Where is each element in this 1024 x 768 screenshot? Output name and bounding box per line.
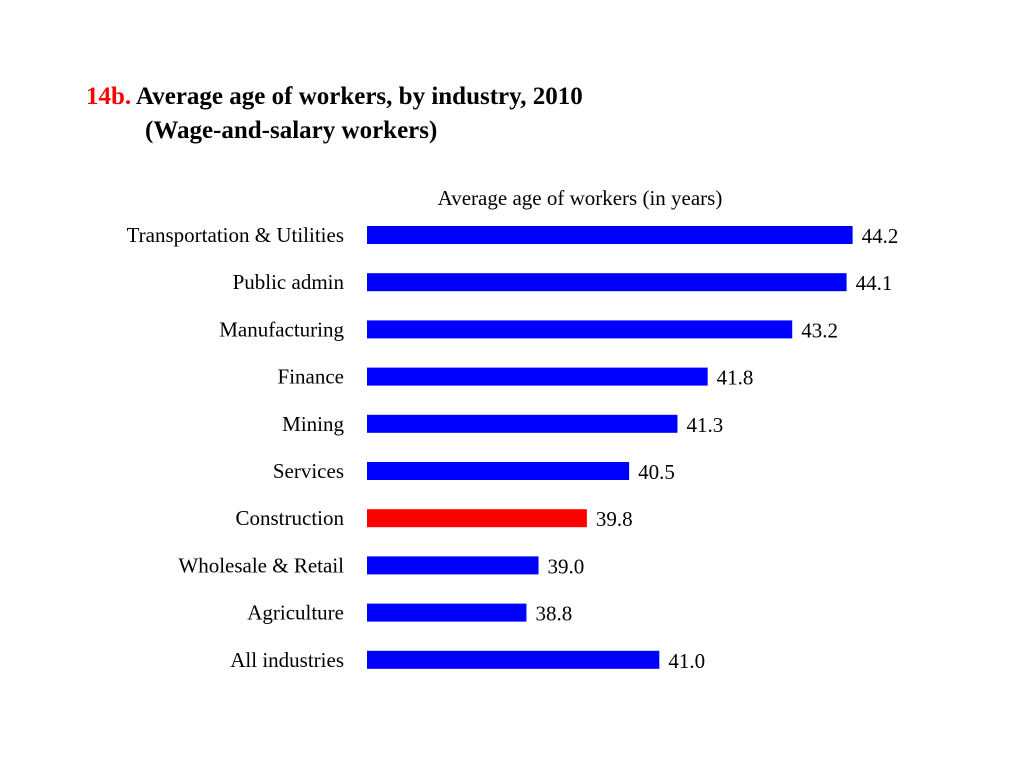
bar: [367, 650, 660, 669]
bar: [367, 320, 793, 339]
value-label: 39.0: [548, 554, 585, 578]
value-label: 43.2: [801, 318, 838, 342]
chart-number: 14b.: [86, 83, 132, 110]
category-label: Public admin: [233, 270, 345, 294]
value-label: 40.5: [638, 460, 675, 484]
value-label: 39.8: [596, 507, 633, 531]
category-label: All industries: [230, 648, 344, 672]
category-label: Construction: [236, 506, 345, 530]
bar: [367, 414, 678, 433]
value-label: 41.0: [668, 649, 705, 673]
category-label: Finance: [278, 365, 344, 389]
category-label: Mining: [282, 412, 344, 436]
category-label: Services: [273, 459, 344, 483]
bars-group: Transportation & Utilities 44.2 Public adm…: [127, 223, 899, 673]
bar: [367, 556, 539, 575]
value-label: 44.2: [862, 224, 899, 248]
x-axis-label: Average age of workers (in years): [438, 186, 723, 210]
bar-highlighted: [367, 509, 587, 528]
chart-title-block: 14b. Average age of workers, by industry…: [86, 80, 583, 148]
value-label: 38.8: [535, 602, 572, 626]
category-label: Manufacturing: [219, 317, 344, 341]
bar: [367, 226, 853, 244]
category-label: Agriculture: [247, 601, 344, 625]
bar: [367, 462, 630, 480]
bar: [367, 367, 708, 386]
chart-subtitle: (Wage-and-salary workers): [145, 117, 438, 144]
chart-title-line: 14b. Average age of workers, by industry…: [86, 80, 583, 114]
category-label: Wholesale & Retail: [178, 553, 344, 577]
value-label: 41.8: [717, 366, 754, 390]
value-label: 44.1: [856, 271, 893, 295]
category-label: Transportation & Utilities: [127, 223, 344, 247]
chart-title: Average age of workers, by industry, 201…: [136, 83, 583, 110]
bar: [367, 273, 847, 292]
bar: [367, 603, 527, 622]
value-label: 41.3: [686, 413, 723, 437]
